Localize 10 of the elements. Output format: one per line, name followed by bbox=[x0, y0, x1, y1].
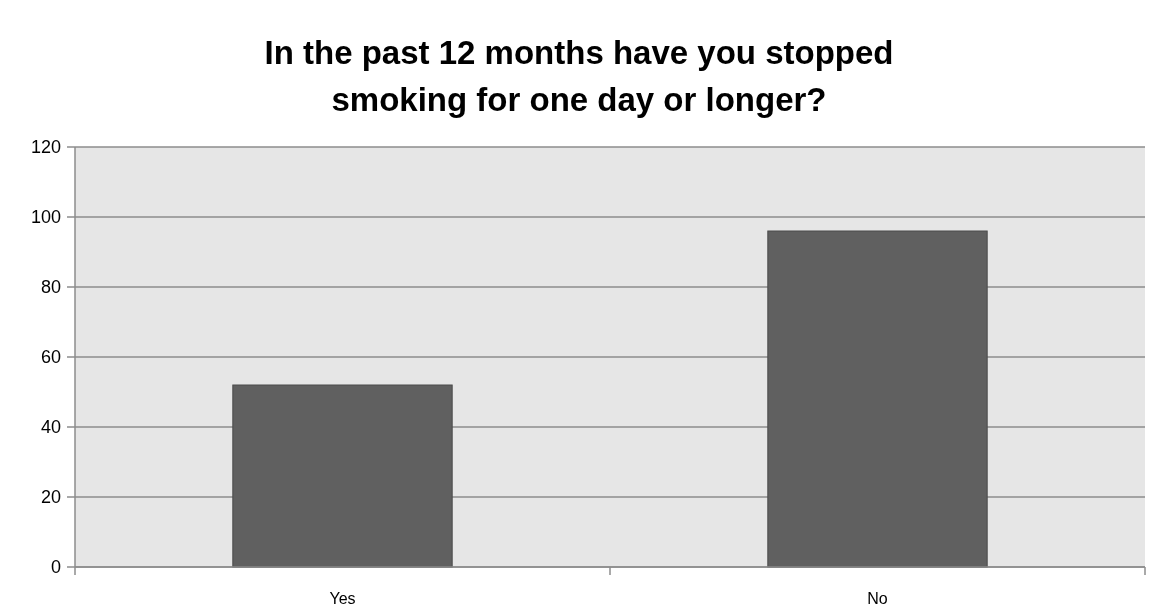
y-tick-label: 0 bbox=[50, 557, 61, 578]
y-tick-label: 20 bbox=[40, 487, 61, 508]
y-tick-label: 80 bbox=[40, 277, 61, 298]
chart-title: In the past 12 months have you stopped smoking for one day or longer? bbox=[264, 34, 894, 118]
x-tick-label: Yes bbox=[329, 590, 356, 607]
y-tick-label: 40 bbox=[40, 417, 61, 438]
y-tick-label: 60 bbox=[40, 347, 61, 368]
y-tick-label: 100 bbox=[30, 207, 61, 228]
y-tick-label: 120 bbox=[30, 137, 61, 158]
x-tick-label: No bbox=[867, 590, 888, 607]
